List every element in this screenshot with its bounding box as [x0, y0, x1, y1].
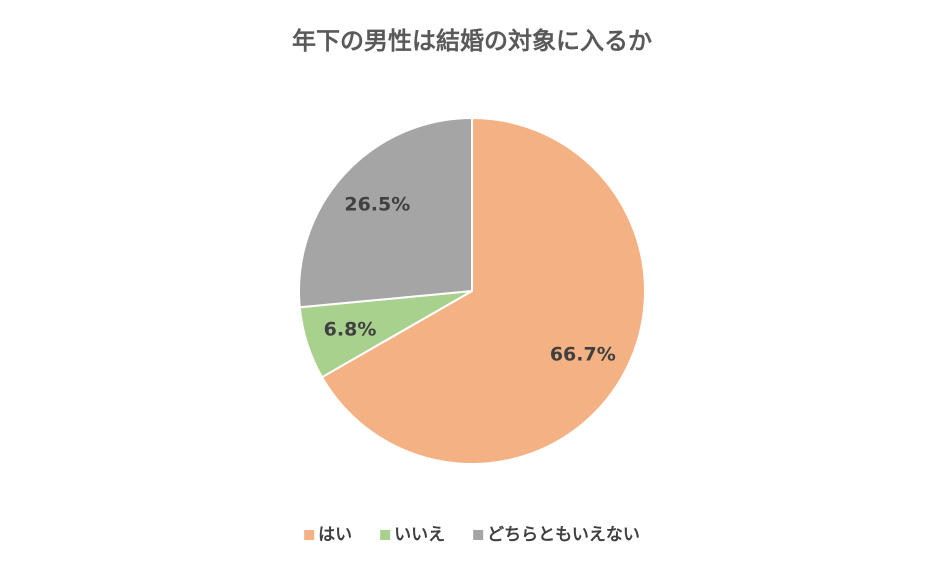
legend-swatch — [473, 530, 484, 540]
value-label: 6.8% — [324, 318, 377, 340]
legend-swatch — [380, 530, 391, 540]
pie-slice — [320, 116, 646, 465]
value-label: 66.7% — [550, 344, 616, 366]
legend-label: はい — [318, 525, 352, 545]
chart-title: 年下の男性は結婚の対象に入るか — [292, 27, 652, 55]
legend-swatch — [304, 530, 315, 540]
legend-label: どちらともいえない — [487, 525, 640, 545]
value-label: 26.5% — [344, 193, 410, 215]
legend-label: いいえ — [394, 525, 445, 545]
pie-slice — [298, 116, 473, 309]
